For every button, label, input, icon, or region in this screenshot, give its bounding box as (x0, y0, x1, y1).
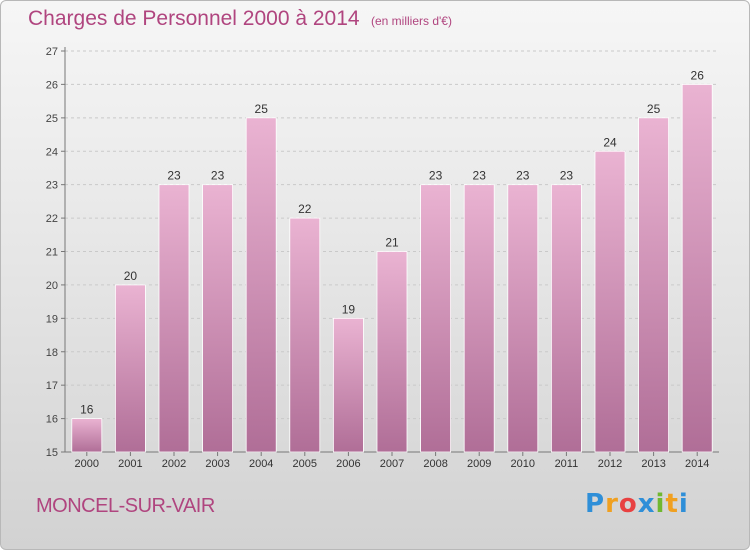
data-label: 23 (473, 169, 487, 183)
data-label: 23 (211, 169, 225, 183)
x-axis-ticks: 2000 2001 2002 2003 2004 2005 2006 2007 2008 2009… (75, 452, 709, 470)
data-label: 23 (167, 169, 181, 183)
bar (507, 184, 539, 453)
logo-letter: t (665, 489, 679, 519)
y-tick-label: 16 (46, 414, 58, 426)
logo-letter: o (618, 489, 638, 519)
y-tick-label: 21 (46, 247, 58, 259)
data-label: 25 (647, 102, 661, 116)
x-tick-label: 2003 (205, 458, 229, 470)
logo-letter: x (637, 489, 656, 519)
bar (158, 184, 190, 453)
bar (638, 117, 669, 453)
y-tick-label: 18 (46, 347, 58, 359)
bar (289, 217, 321, 453)
y-tick-label: 22 (46, 213, 58, 225)
data-label: 24 (603, 135, 617, 149)
x-tick-label: 2012 (598, 458, 622, 470)
logo-letter: P (585, 489, 606, 519)
y-tick-label: 15 (46, 447, 58, 459)
x-tick-label: 2005 (293, 458, 317, 470)
x-tick-label: 2013 (641, 458, 665, 470)
bar (551, 184, 582, 453)
y-tick-label: 23 (46, 180, 58, 192)
x-tick-label: 2000 (75, 458, 99, 470)
data-label: 21 (385, 236, 399, 250)
x-tick-label: 2001 (118, 458, 142, 470)
bar (463, 184, 495, 453)
y-tick-label: 24 (46, 146, 58, 158)
bar (245, 117, 277, 453)
data-label: 22 (298, 202, 312, 216)
logo-letter: i (678, 489, 689, 519)
place-name: MONCEL-SUR-VAIR (36, 495, 215, 517)
chart-subtitle: (en milliers d'€) (371, 14, 452, 28)
bar (681, 84, 713, 453)
data-label: 23 (560, 169, 574, 183)
y-tick-label: 27 (46, 46, 58, 58)
bar (376, 251, 408, 453)
data-labels: 16 20 23 23 25 22 19 21 23 23 23 23 24 25 26 (80, 68, 704, 416)
bar (332, 317, 364, 453)
x-tick-label: 2009 (467, 458, 491, 470)
x-tick-label: 2014 (685, 458, 709, 470)
bar (71, 418, 103, 453)
y-tick-label: 26 (46, 79, 58, 91)
data-label: 16 (80, 403, 94, 417)
bar (202, 184, 234, 453)
y-tick-label: 20 (46, 280, 58, 292)
x-tick-label: 2004 (249, 458, 273, 470)
bar (594, 150, 626, 453)
y-tick-label: 25 (46, 113, 58, 125)
x-tick-label: 2011 (555, 458, 579, 470)
data-label: 19 (342, 302, 356, 316)
x-tick-label: 2008 (423, 458, 447, 470)
x-tick-label: 2002 (162, 458, 186, 470)
x-tick-label: 2007 (380, 458, 404, 470)
y-axis-ticks: 15 16 17 18 19 20 21 22 23 24 25 26 27 (46, 46, 65, 459)
logo-letter: r (605, 489, 619, 519)
logo-letter: i (655, 489, 666, 519)
bars (71, 84, 713, 453)
x-tick-label: 2010 (511, 458, 535, 470)
data-label: 26 (691, 68, 705, 82)
data-label: 23 (429, 169, 443, 183)
chart-title: Charges de Personnel 2000 à 2014 (28, 7, 360, 30)
x-tick-label: 2006 (336, 458, 360, 470)
data-label: 23 (516, 169, 530, 183)
data-label: 20 (124, 269, 138, 283)
bar (115, 284, 146, 453)
proxiti-logo[interactable]: Proxiti (585, 489, 689, 519)
y-tick-label: 17 (46, 380, 58, 392)
bar (420, 184, 452, 453)
y-tick-label: 19 (46, 313, 58, 325)
data-label: 25 (255, 102, 269, 116)
